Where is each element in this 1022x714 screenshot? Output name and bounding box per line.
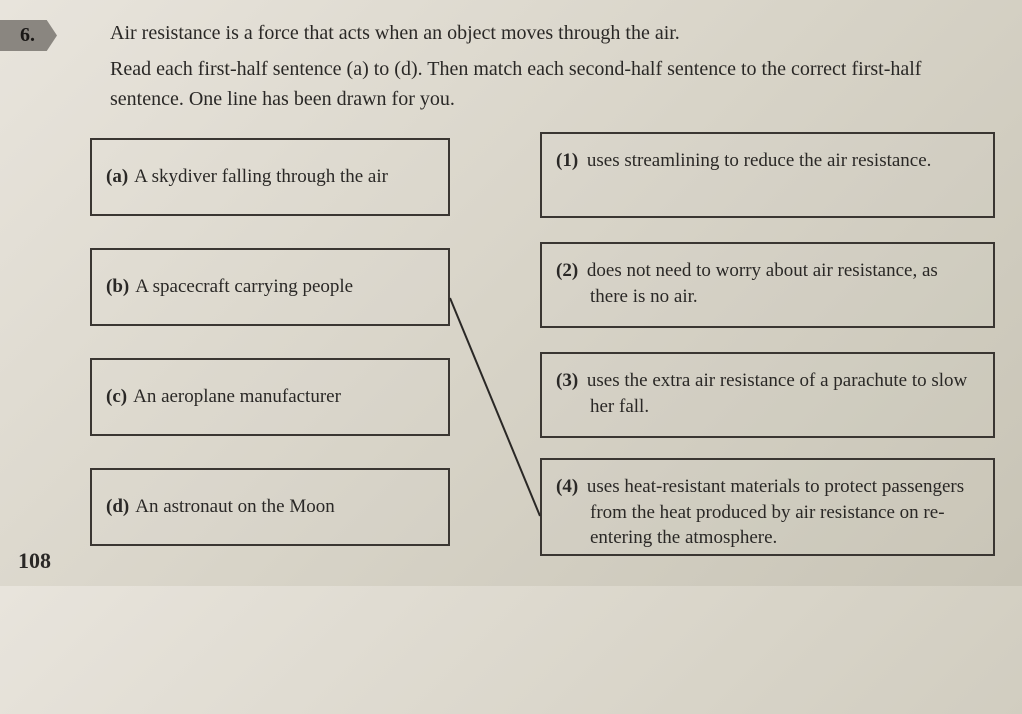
- option-text: uses the extra air resistance of a parac…: [587, 370, 967, 417]
- left-option-d[interactable]: (d) An astronaut on the Moon: [90, 468, 450, 546]
- worksheet-page: 6. Air resistance is a force that acts w…: [0, 0, 1022, 586]
- option-text: uses heat-resistant materials to protect…: [587, 476, 964, 548]
- option-letter: (a): [106, 166, 128, 187]
- option-text: does not need to worry about air resista…: [587, 260, 938, 307]
- option-text: A spacecraft carrying people: [135, 276, 353, 297]
- matching-area: (a) A skydiver falling through the air (b…: [0, 128, 1002, 558]
- intro-line-2: Read each first-half sentence (a) to (d)…: [110, 54, 972, 114]
- right-option-3[interactable]: (3) uses the extra air resistance of a p…: [540, 352, 995, 438]
- page-number: 108: [18, 548, 51, 574]
- left-option-b[interactable]: (b) A spacecraft carrying people: [90, 248, 450, 326]
- question-intro: Air resistance is a force that acts when…: [110, 18, 972, 114]
- option-number: (3): [556, 370, 578, 391]
- right-option-4[interactable]: (4) uses heat-resistant materials to pro…: [540, 458, 995, 556]
- option-text: A skydiver falling through the air: [134, 166, 388, 187]
- option-number: (2): [556, 260, 578, 281]
- right-option-2[interactable]: (2) does not need to worry about air res…: [540, 242, 995, 328]
- option-text: An aeroplane manufacturer: [133, 386, 341, 407]
- option-letter: (c): [106, 386, 127, 407]
- option-number: (4): [556, 476, 578, 497]
- intro-line-1: Air resistance is a force that acts when…: [110, 18, 972, 48]
- option-text: uses streamlining to reduce the air resi…: [587, 150, 932, 171]
- option-letter: (b): [106, 276, 129, 297]
- question-number-badge: 6.: [0, 20, 57, 51]
- left-option-c[interactable]: (c) An aeroplane manufacturer: [90, 358, 450, 436]
- left-option-a[interactable]: (a) A skydiver falling through the air: [90, 138, 450, 216]
- option-number: (1): [556, 150, 578, 171]
- option-letter: (d): [106, 496, 129, 517]
- option-text: An astronaut on the Moon: [135, 496, 334, 517]
- question-number: 6.: [20, 24, 35, 46]
- right-option-1[interactable]: (1) uses streamlining to reduce the air …: [540, 132, 995, 218]
